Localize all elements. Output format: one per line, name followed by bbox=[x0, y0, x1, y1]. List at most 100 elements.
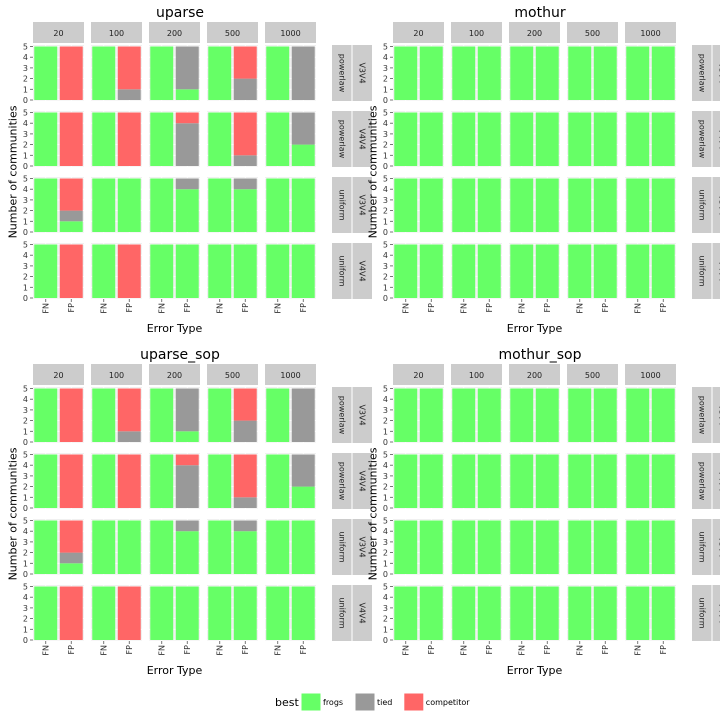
bar-segment-frogs bbox=[394, 586, 418, 640]
bar-segment-competitor bbox=[175, 112, 199, 124]
x-axis-title: Error Type bbox=[507, 664, 563, 677]
bar-segment-frogs bbox=[651, 454, 675, 508]
bar-segment-frogs bbox=[419, 388, 443, 442]
x-tick-label: FN bbox=[633, 645, 642, 656]
bar-segment-frogs bbox=[626, 244, 650, 298]
y-tick-label: 3 bbox=[23, 406, 28, 415]
y-tick-label: 3 bbox=[383, 196, 388, 205]
y-tick-label: 2 bbox=[383, 273, 388, 282]
bar-segment-frogs bbox=[291, 486, 315, 508]
x-tick-label: FN bbox=[575, 645, 584, 656]
y-tick-label: 4 bbox=[383, 185, 388, 194]
y-tick-label: 3 bbox=[383, 64, 388, 73]
bar-segment-frogs bbox=[34, 46, 58, 100]
bar-segment-frogs bbox=[92, 244, 116, 298]
bar-segment-competitor bbox=[59, 244, 83, 298]
bar-segment-frogs bbox=[452, 244, 476, 298]
bar-segment-competitor bbox=[117, 454, 141, 508]
y-tick-label: 1 bbox=[23, 559, 28, 568]
column-strip bbox=[451, 22, 502, 43]
bar-segment-tied bbox=[291, 46, 315, 100]
row-strip-label-distribution: uniform bbox=[338, 255, 347, 286]
y-tick-label: 1 bbox=[383, 85, 388, 94]
bar-segment-frogs bbox=[477, 454, 501, 508]
bar-segment-frogs bbox=[233, 189, 257, 232]
x-tick-label: FN bbox=[517, 303, 526, 314]
x-tick-label: FN bbox=[215, 645, 224, 656]
row-strip-inner bbox=[692, 111, 712, 167]
x-tick-label: FN bbox=[41, 645, 50, 656]
bar-segment-frogs bbox=[175, 586, 199, 640]
x-tick-label: FN bbox=[459, 645, 468, 656]
column-strip-label: 500 bbox=[225, 371, 240, 380]
x-axis-title: Error Type bbox=[147, 322, 203, 335]
bar-segment-frogs bbox=[233, 244, 257, 298]
y-tick-label: 5 bbox=[23, 451, 28, 460]
y-tick-label: 3 bbox=[23, 472, 28, 481]
y-tick-label: 1 bbox=[23, 151, 28, 160]
y-tick-label: 2 bbox=[383, 75, 388, 84]
y-tick-label: 2 bbox=[383, 207, 388, 216]
y-tick-label: 2 bbox=[383, 483, 388, 492]
bar-segment-tied bbox=[233, 155, 257, 166]
y-tick-label: 5 bbox=[23, 517, 28, 526]
column-strip bbox=[625, 22, 676, 43]
y-tick-label: 0 bbox=[23, 570, 28, 579]
bar-segment-frogs bbox=[208, 112, 232, 166]
row-strip-label-distribution: powerlaw bbox=[698, 54, 707, 93]
bar-segment-frogs bbox=[266, 112, 290, 166]
row-strip-outer bbox=[352, 111, 372, 167]
row-strip-inner bbox=[332, 519, 352, 575]
bar-segment-frogs bbox=[150, 178, 174, 232]
column-strip-label: 20 bbox=[413, 29, 423, 38]
y-tick-label: 0 bbox=[23, 438, 28, 447]
bar-segment-competitor bbox=[117, 46, 141, 90]
bar-segment-frogs bbox=[394, 388, 418, 442]
y-tick-label: 4 bbox=[383, 251, 388, 260]
y-tick-label: 5 bbox=[383, 583, 388, 592]
bar-segment-frogs bbox=[233, 586, 257, 640]
column-strip bbox=[265, 22, 316, 43]
column-strip bbox=[149, 22, 200, 43]
bar-segment-tied bbox=[233, 78, 257, 100]
row-strip-label-distribution: uniform bbox=[698, 531, 707, 562]
y-tick-label: 2 bbox=[23, 273, 28, 282]
chart-title: uparse_sop bbox=[140, 347, 220, 363]
bar-segment-frogs bbox=[92, 388, 116, 442]
x-tick-label: FN bbox=[99, 303, 108, 314]
y-tick-label: 5 bbox=[383, 385, 388, 394]
row-strip-inner bbox=[332, 45, 352, 101]
bar-segment-competitor bbox=[233, 454, 257, 498]
x-tick-label: FP bbox=[241, 303, 250, 313]
bar-segment-frogs bbox=[510, 178, 534, 232]
row-strip-inner bbox=[692, 387, 712, 443]
column-strip bbox=[393, 22, 444, 43]
bar-segment-frogs bbox=[593, 178, 617, 232]
bar-segment-frogs bbox=[626, 520, 650, 574]
x-tick-label: FN bbox=[517, 645, 526, 656]
bar-segment-frogs bbox=[92, 454, 116, 508]
bar-segment-tied bbox=[233, 497, 257, 508]
bar-segment-frogs bbox=[150, 586, 174, 640]
row-strip-label-region: V3V4 bbox=[358, 404, 367, 425]
y-tick-label: 5 bbox=[23, 175, 28, 184]
bar-segment-frogs bbox=[175, 531, 199, 574]
row-strip-outer bbox=[352, 585, 372, 641]
bar-segment-frogs bbox=[568, 586, 592, 640]
y-tick-label: 5 bbox=[383, 109, 388, 118]
bar-segment-frogs bbox=[535, 178, 559, 232]
column-strip bbox=[207, 364, 258, 385]
bar-segment-tied bbox=[175, 178, 199, 190]
row-strip-outer bbox=[352, 45, 372, 101]
x-tick-label: FN bbox=[273, 645, 282, 656]
bar-segment-frogs bbox=[266, 388, 290, 442]
y-tick-label: 4 bbox=[23, 527, 28, 536]
y-tick-label: 4 bbox=[23, 53, 28, 62]
bar-segment-frogs bbox=[535, 244, 559, 298]
chart-title: uparse bbox=[156, 5, 204, 21]
y-tick-label: 2 bbox=[23, 75, 28, 84]
y-tick-label: 3 bbox=[23, 64, 28, 73]
y-tick-label: 1 bbox=[23, 283, 28, 292]
bar-segment-frogs bbox=[452, 112, 476, 166]
